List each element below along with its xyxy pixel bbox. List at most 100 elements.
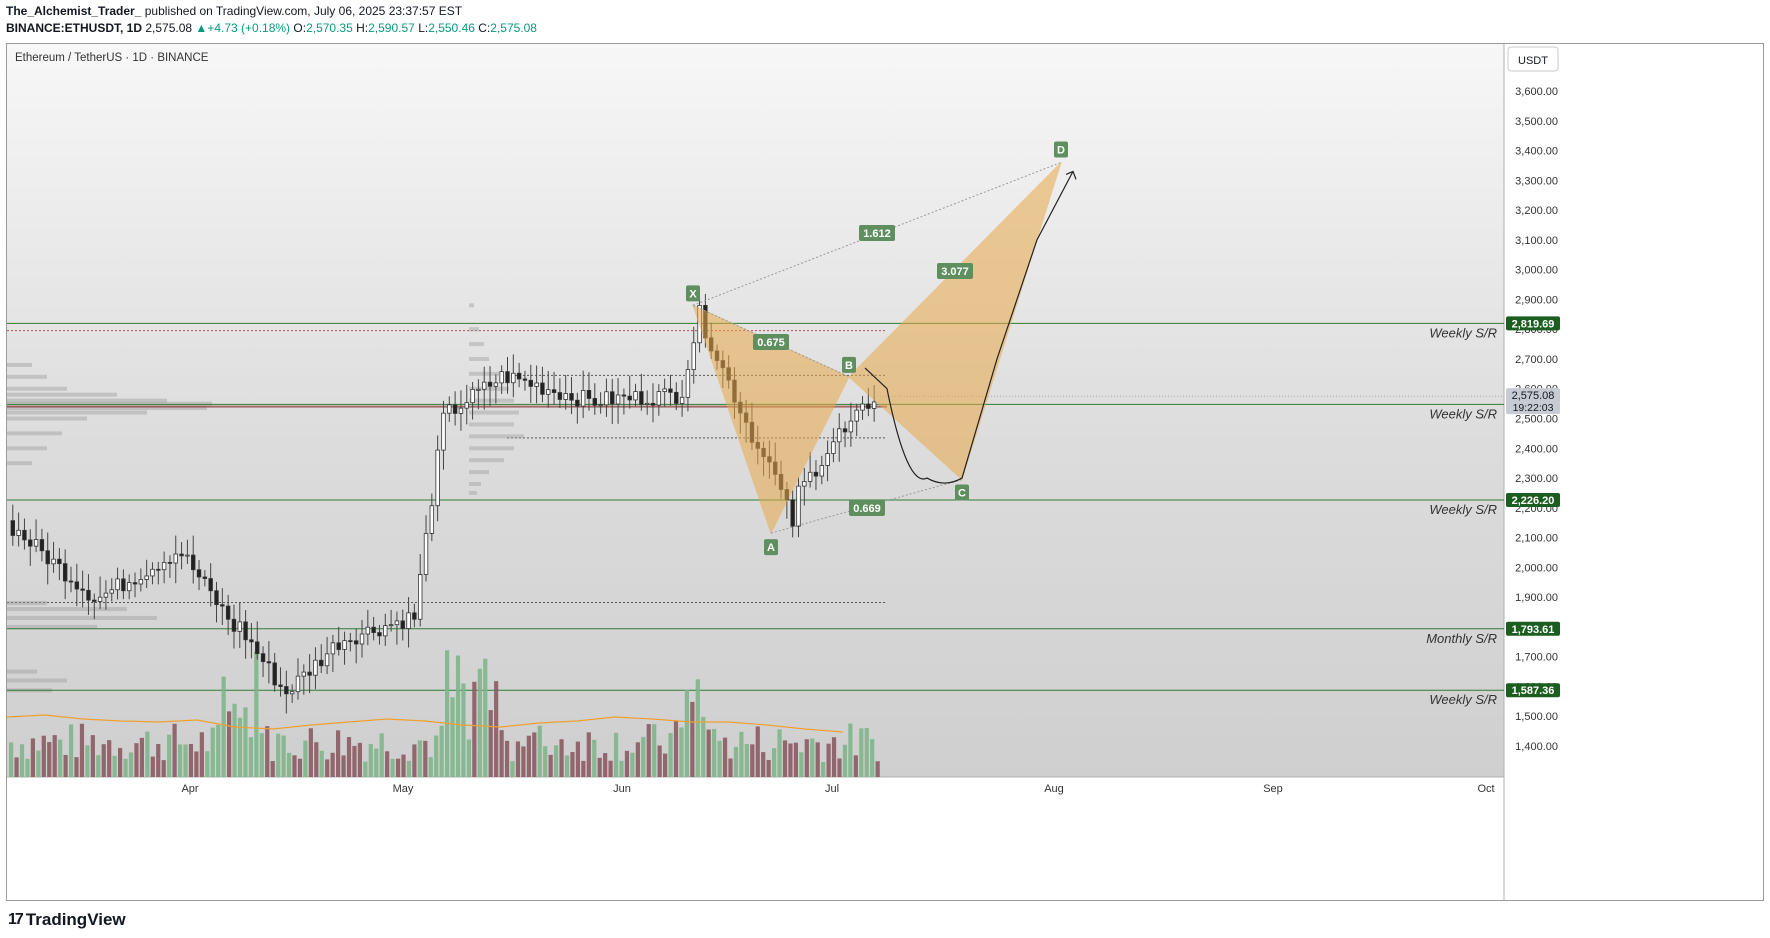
candle-body [644,402,650,405]
volume-bar [510,761,515,777]
candle-body [598,404,603,407]
volume-bar [559,739,564,777]
candle-body [639,391,644,405]
pattern-point-badge [1054,141,1068,158]
volume-bar [107,740,112,777]
x-tick-label: Aug [1044,783,1064,795]
volume-bar [581,760,586,777]
volume-bar [145,731,150,777]
symbol-text[interactable]: BINANCE:ETHUSDT, 1D [6,21,143,35]
candle-body [336,642,341,650]
current-price-value: 2,575.08 [1512,390,1555,402]
candle-body [569,393,574,401]
low-value: 2,550.46 [428,21,475,35]
volume-bar [167,734,172,777]
volume-bar [330,752,335,777]
volume-bar [9,742,14,777]
pattern-point-label: D [1057,144,1065,156]
volume-bar [227,711,232,777]
candle-body [679,396,685,404]
candle-body [28,539,33,547]
volume-bar [624,750,630,777]
volume-bar [346,737,352,777]
candle-body [202,576,208,579]
y-tick-label: 2,500.00 [1515,414,1558,426]
volume-bar [379,733,384,777]
pattern-ratio-label: 1.612 [863,228,891,240]
pattern-point-badge [764,539,778,556]
chart-frame[interactable]: Ethereum / TetherUS · 1D · BINANCE USDT 3,… [6,43,1764,901]
volume-bar [564,755,570,777]
volume-bar [85,745,90,777]
candle-body [493,382,499,387]
candle-body [220,604,225,607]
volume-bar [673,720,679,777]
candle-body [650,402,656,406]
candle-body [92,599,97,602]
current-price-badge [1506,388,1560,415]
candle-body [575,399,580,407]
volume-profile-bar [469,482,481,486]
candle-body [540,382,545,395]
candle-body [97,596,103,602]
candle-body [121,578,126,592]
volume-bar [385,751,390,777]
chart-canvas[interactable]: Ethereum / TetherUS · 1D · BINANCE USDT 3,… [7,44,1763,900]
volume-profile-bar [469,327,479,332]
candle-body [39,539,45,552]
volume-bar [68,724,74,777]
volume-profile-bar [7,461,32,466]
volume-bar [336,730,341,777]
volume-bar [499,730,504,777]
volume-bar [25,758,30,777]
countdown-timer: 19:22:03 [1513,402,1554,414]
sr-level-label: Weekly S/R [1429,692,1497,707]
volume-bar [248,737,253,777]
volume-bar [325,759,330,777]
volume-profile-bar [7,406,207,411]
volume-bar [597,757,602,777]
candle-body [185,554,190,557]
volume-bar [308,728,313,777]
volume-bar [199,732,204,777]
candle-body [848,420,854,433]
author-name[interactable]: The_Alchemist_Trader_ [6,4,142,18]
x-tick-label: May [393,783,414,795]
volume-bar [690,701,695,777]
y-tick-label: 1,500.00 [1515,711,1558,723]
volume-bar [161,760,166,777]
volume-bar [439,725,444,777]
volume-profile-bar [7,669,37,674]
volume-bar [423,740,428,777]
volume-bar [63,754,68,777]
candle-body [45,550,50,565]
low-label: L: [418,21,429,35]
y-tick-label: 2,900.00 [1515,294,1558,306]
candle-body [330,642,336,655]
volume-bar [504,740,510,777]
volume-bar [613,732,619,777]
volume-bar [30,738,35,777]
volume-bar [619,760,624,777]
volume-bar [799,752,804,777]
volume-bar [406,760,412,777]
y-tick-label: 2,700.00 [1515,354,1558,366]
candle-body [458,407,464,414]
volume-bar [831,737,837,777]
volume-bar [183,744,188,777]
candle-body [103,592,109,598]
candle-body [144,575,149,580]
volume-bar [515,741,521,777]
volume-bar [532,732,537,777]
candle-body [464,402,469,409]
y-tick-label: 2,100.00 [1515,533,1558,545]
volume-bar [128,752,134,777]
candle-body [610,391,615,405]
volume-bar [19,744,25,777]
candle-body [534,382,539,387]
candle-body [522,378,528,381]
currency-box [1507,46,1559,72]
tradingview-logo[interactable]: 17 TradingView [8,910,126,930]
pattern-point-badge [842,356,856,373]
volume-bar [374,748,379,777]
